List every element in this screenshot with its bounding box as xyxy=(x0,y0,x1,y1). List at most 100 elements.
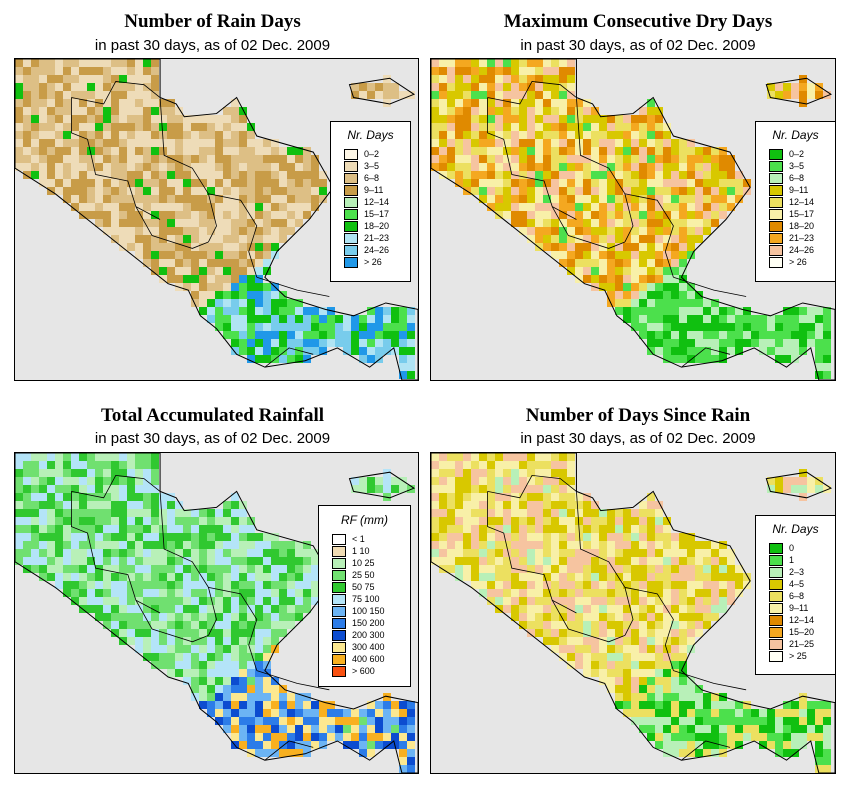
grid-cell xyxy=(135,493,143,501)
grid-cell xyxy=(143,179,151,187)
grid-cell xyxy=(623,565,631,573)
grid-cell xyxy=(111,453,119,461)
grid-cell xyxy=(215,235,223,243)
grid-cell xyxy=(255,725,263,733)
grid-cell xyxy=(607,187,615,195)
grid-cell xyxy=(463,509,471,517)
grid-cell xyxy=(271,235,279,243)
grid-cell xyxy=(567,179,575,187)
grid-cell xyxy=(55,461,63,469)
grid-cell xyxy=(623,605,631,613)
grid-cell xyxy=(487,179,495,187)
grid-cell xyxy=(191,557,199,565)
grid-cell xyxy=(239,725,247,733)
grid-cell xyxy=(167,509,175,517)
grid-cell xyxy=(655,251,663,259)
grid-cell xyxy=(119,597,127,605)
grid-cell xyxy=(383,733,391,741)
coastline xyxy=(15,59,418,380)
grid-cell xyxy=(175,131,183,139)
grid-cell xyxy=(247,315,255,323)
grid-cell xyxy=(231,709,239,717)
grid-cell xyxy=(663,677,671,685)
grid-cell xyxy=(119,469,127,477)
grid-cell xyxy=(271,565,279,573)
grid-cell xyxy=(239,717,247,725)
grid-cell xyxy=(479,509,487,517)
grid-cell xyxy=(215,299,223,307)
grid-cell xyxy=(703,621,711,629)
grid-cell xyxy=(199,283,207,291)
grid-cell xyxy=(23,83,31,91)
grid-cell xyxy=(151,493,159,501)
panel-title: Total Accumulated Rainfall xyxy=(100,405,325,426)
grid-cell xyxy=(215,533,223,541)
grid-cell xyxy=(143,493,151,501)
grid-cell xyxy=(687,581,695,589)
grid-cell xyxy=(687,187,695,195)
grid-cell xyxy=(167,541,175,549)
grid-cell xyxy=(39,517,47,525)
grid-cell xyxy=(471,581,479,589)
grid-cell xyxy=(631,115,639,123)
grid-cell xyxy=(671,605,679,613)
grid-cell xyxy=(703,299,711,307)
grid-cell xyxy=(159,573,167,581)
grid-cell xyxy=(719,331,727,339)
grid-cell xyxy=(663,621,671,629)
grid-cell xyxy=(575,99,583,107)
grid-cell xyxy=(487,557,495,565)
grid-cell xyxy=(631,299,639,307)
grid-cell xyxy=(535,83,543,91)
grid-cell xyxy=(95,613,103,621)
grid-cell xyxy=(31,107,39,115)
grid-cell xyxy=(87,59,95,67)
grid-cell xyxy=(439,541,447,549)
grid-cell xyxy=(399,701,407,709)
grid-cell xyxy=(175,235,183,243)
grid-cell xyxy=(287,211,295,219)
grid-cell xyxy=(519,115,527,123)
grid-cell xyxy=(31,91,39,99)
grid-cell xyxy=(607,653,615,661)
grid-cell xyxy=(727,573,735,581)
grid-cell xyxy=(631,581,639,589)
grid-cell xyxy=(31,565,39,573)
grid-cell xyxy=(711,299,719,307)
grid-cell xyxy=(167,139,175,147)
grid-cell xyxy=(639,589,647,597)
grid-cell xyxy=(671,741,679,749)
grid-cell xyxy=(87,469,95,477)
grid-cell xyxy=(239,549,247,557)
grid-cell xyxy=(63,549,71,557)
grid-cell xyxy=(623,123,631,131)
grid-cell xyxy=(439,525,447,533)
grid-cell xyxy=(159,589,167,597)
grid-cell xyxy=(431,67,439,75)
grid-cell xyxy=(519,605,527,613)
grid-cell xyxy=(663,741,671,749)
legend-label: 0–2 xyxy=(364,149,380,159)
grid-cell xyxy=(151,251,159,259)
grid-cell xyxy=(703,749,711,757)
grid-cell xyxy=(567,211,575,219)
grid-cell xyxy=(63,139,71,147)
grid-cell xyxy=(607,613,615,621)
grid-cell xyxy=(687,347,695,355)
grid-cell xyxy=(679,709,687,717)
grid-cell xyxy=(575,195,583,203)
grid-cell xyxy=(279,187,287,195)
grid-cell xyxy=(431,155,439,163)
grid-cell xyxy=(735,315,743,323)
grid-cell xyxy=(95,469,103,477)
grid-cell xyxy=(263,533,271,541)
grid-cell xyxy=(263,565,271,573)
grid-cell xyxy=(623,163,631,171)
grid-cell xyxy=(727,557,735,565)
grid-cell xyxy=(199,621,207,629)
grid-cell xyxy=(311,307,319,315)
grid-cell xyxy=(471,187,479,195)
legend-swatch xyxy=(344,245,358,256)
grid-cell xyxy=(543,75,551,83)
grid-cell xyxy=(31,83,39,91)
